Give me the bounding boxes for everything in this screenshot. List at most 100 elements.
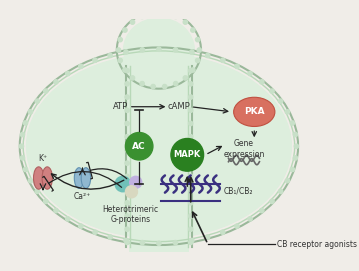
Circle shape [293, 133, 298, 137]
Circle shape [125, 174, 129, 179]
Text: CB receptor agonists: CB receptor agonists [276, 240, 356, 249]
Circle shape [44, 89, 48, 93]
Circle shape [79, 224, 83, 228]
Circle shape [188, 174, 193, 179]
Circle shape [125, 201, 129, 205]
Circle shape [293, 156, 298, 160]
Circle shape [116, 48, 121, 52]
Circle shape [125, 214, 129, 218]
Circle shape [188, 108, 193, 112]
Circle shape [44, 199, 48, 204]
Circle shape [173, 240, 178, 245]
Circle shape [248, 72, 252, 76]
Circle shape [183, 76, 187, 80]
Circle shape [125, 227, 129, 231]
Circle shape [221, 58, 225, 62]
Text: ATP: ATP [113, 102, 128, 111]
Circle shape [19, 144, 24, 149]
Circle shape [125, 82, 129, 86]
Circle shape [190, 50, 194, 54]
Circle shape [285, 110, 290, 114]
Circle shape [188, 188, 193, 192]
Circle shape [270, 89, 274, 93]
Circle shape [151, 85, 155, 89]
Circle shape [290, 167, 294, 172]
Circle shape [93, 58, 97, 62]
Ellipse shape [33, 167, 44, 189]
Circle shape [290, 121, 294, 125]
Circle shape [115, 176, 131, 192]
Circle shape [123, 68, 127, 72]
Circle shape [35, 189, 39, 193]
Circle shape [171, 138, 204, 171]
Circle shape [140, 14, 144, 19]
Circle shape [130, 176, 142, 188]
Circle shape [173, 82, 178, 86]
Circle shape [188, 69, 193, 73]
Circle shape [118, 58, 122, 63]
Circle shape [173, 48, 178, 52]
Circle shape [54, 208, 58, 213]
Circle shape [79, 64, 83, 69]
Circle shape [235, 224, 239, 228]
Circle shape [188, 214, 193, 218]
Circle shape [157, 241, 161, 246]
Circle shape [108, 235, 112, 239]
Circle shape [125, 186, 137, 198]
Ellipse shape [74, 168, 84, 188]
Circle shape [188, 161, 193, 165]
Circle shape [28, 110, 33, 114]
Circle shape [124, 238, 128, 243]
Circle shape [197, 48, 201, 52]
Circle shape [191, 68, 195, 72]
Circle shape [28, 179, 33, 183]
Circle shape [20, 156, 25, 160]
Circle shape [279, 189, 283, 193]
Text: Gene
expression: Gene expression [223, 139, 265, 159]
Circle shape [188, 82, 193, 86]
Circle shape [125, 188, 129, 192]
Circle shape [260, 208, 264, 213]
Ellipse shape [234, 97, 275, 127]
Circle shape [163, 11, 167, 16]
Circle shape [23, 167, 28, 172]
Ellipse shape [42, 167, 52, 189]
Circle shape [205, 53, 210, 58]
Circle shape [188, 148, 193, 152]
Circle shape [93, 230, 97, 234]
Circle shape [140, 82, 144, 86]
Circle shape [125, 121, 129, 126]
Circle shape [188, 240, 193, 245]
Circle shape [20, 133, 25, 137]
Circle shape [183, 20, 187, 24]
Circle shape [260, 80, 264, 84]
Circle shape [285, 179, 290, 183]
Circle shape [125, 240, 129, 245]
Bar [129, 62, 189, 256]
Circle shape [125, 95, 129, 99]
Circle shape [188, 201, 193, 205]
Circle shape [125, 133, 153, 160]
Circle shape [294, 144, 299, 149]
Text: AC: AC [132, 142, 146, 151]
Circle shape [157, 47, 161, 51]
Circle shape [151, 11, 155, 16]
Circle shape [188, 135, 193, 139]
Circle shape [23, 121, 28, 125]
Circle shape [279, 99, 283, 103]
Circle shape [173, 14, 178, 19]
Circle shape [188, 95, 193, 99]
Circle shape [188, 227, 193, 231]
Circle shape [205, 235, 210, 239]
Text: MAPK: MAPK [174, 150, 201, 159]
Circle shape [221, 230, 225, 234]
Circle shape [66, 72, 70, 76]
Circle shape [188, 121, 193, 126]
Circle shape [125, 161, 129, 165]
Text: K⁺: K⁺ [38, 154, 47, 163]
Ellipse shape [123, 17, 195, 83]
Circle shape [54, 80, 58, 84]
Circle shape [66, 217, 70, 221]
Circle shape [140, 48, 145, 52]
Circle shape [140, 240, 145, 245]
